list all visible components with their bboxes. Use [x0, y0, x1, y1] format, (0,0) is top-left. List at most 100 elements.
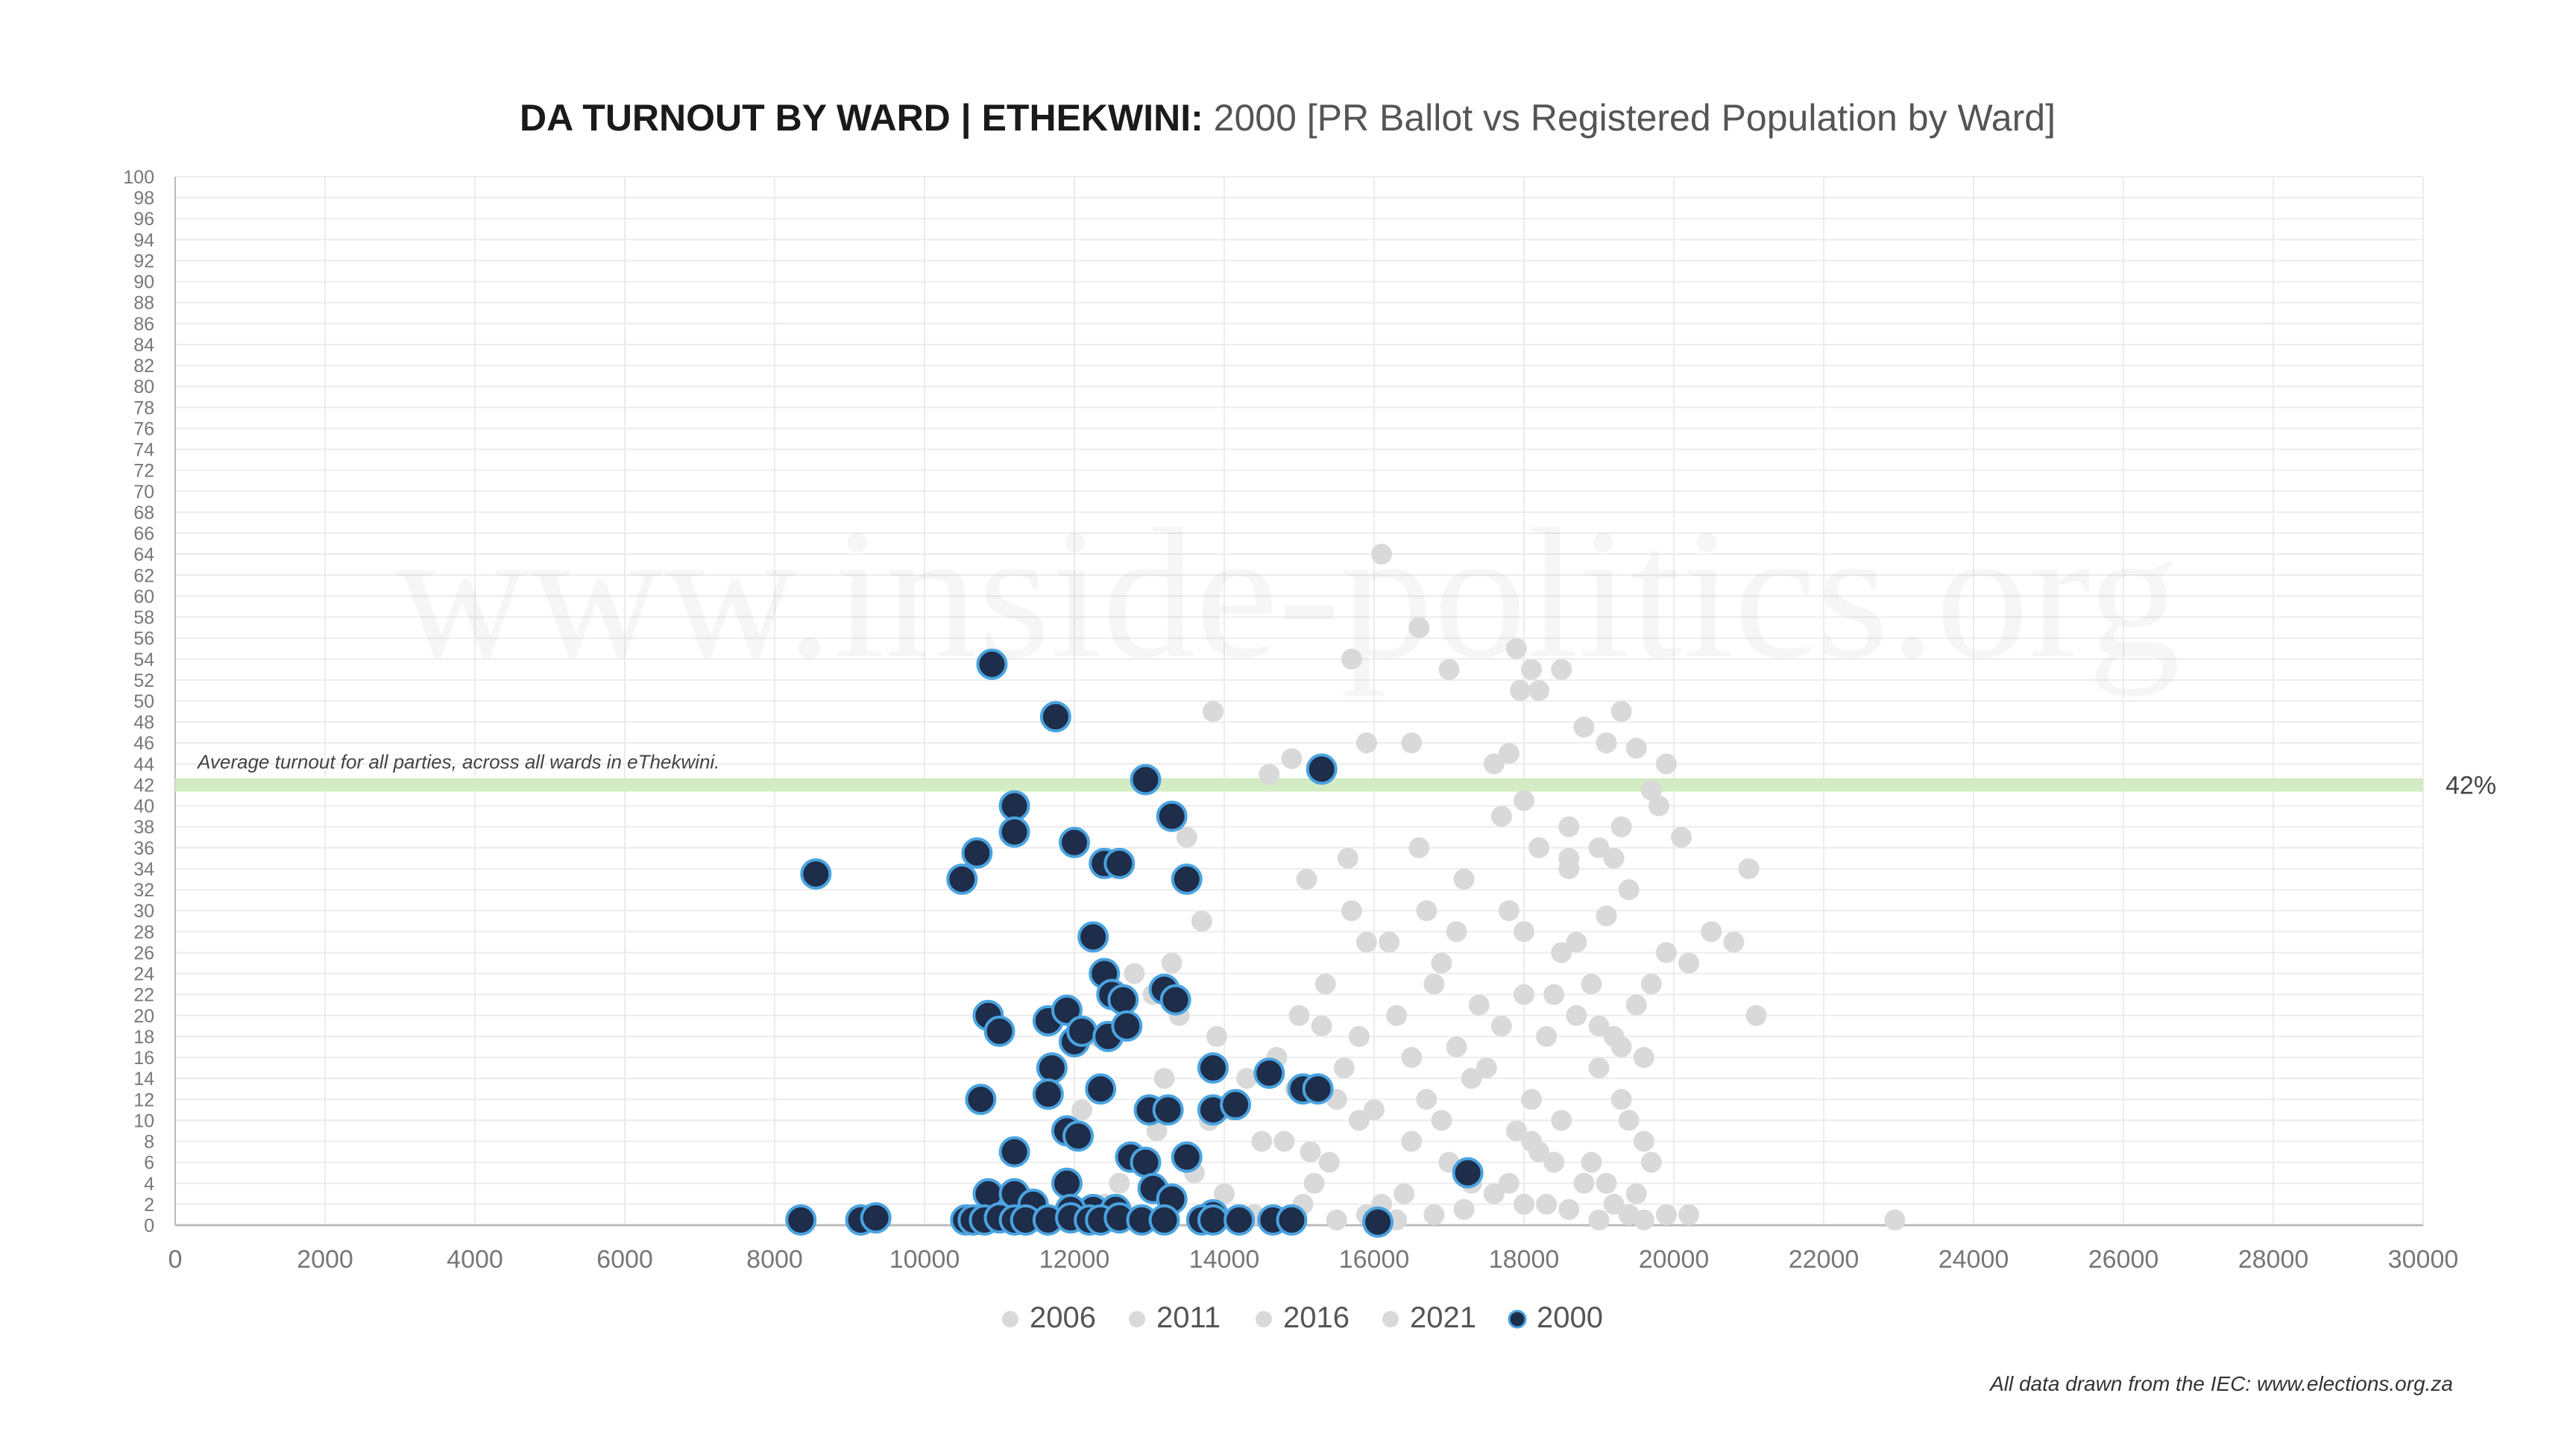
- y-tick-label: 22: [133, 985, 154, 1006]
- y-tick-label: 60: [133, 586, 154, 607]
- point-2006: [1236, 1068, 1258, 1089]
- point-2021: [1505, 1120, 1527, 1142]
- point-2000: [860, 1202, 892, 1234]
- point-2021: [1581, 1151, 1602, 1173]
- point-2000: [1051, 994, 1083, 1026]
- point-2006: [1124, 963, 1145, 984]
- legend-marker: [1382, 1311, 1399, 1327]
- point-2021: [1566, 931, 1587, 953]
- point-2021: [1625, 994, 1647, 1016]
- point-2000: [983, 1015, 1015, 1047]
- point-2021: [1536, 1025, 1558, 1047]
- point-2021: [1603, 847, 1625, 869]
- y-tick-label: 82: [133, 356, 154, 377]
- point-2021: [1588, 837, 1610, 858]
- y-tick-label: 98: [133, 188, 154, 209]
- point-2016: [1341, 648, 1362, 670]
- legend-label: 2016: [1283, 1301, 1350, 1334]
- point-2016: [1423, 973, 1445, 995]
- y-tick-label: 100: [123, 167, 154, 188]
- point-2011: [1355, 931, 1377, 953]
- y-tick-label: 50: [133, 691, 154, 712]
- point-2021: [1528, 837, 1550, 858]
- legend-marker: [1256, 1311, 1272, 1327]
- average-turnout-line: 42% Average turnout for all parties, acro…: [175, 750, 2496, 799]
- point-2021: [1610, 1036, 1632, 1057]
- y-tick-label: 90: [133, 272, 154, 293]
- x-tick-labels: 0 2000 4000 6000 8000 10000 12000 14000 16000 180…: [169, 1245, 2459, 1274]
- point-2000: [1220, 1089, 1252, 1121]
- point-2000: [1062, 1120, 1095, 1152]
- point-2021: [1551, 942, 1572, 963]
- y-tick-label: 30: [133, 901, 154, 922]
- point-2016: [1431, 1110, 1452, 1131]
- point-2021: [1701, 921, 1722, 943]
- point-2021: [1596, 905, 1617, 927]
- point-2021: [1745, 1004, 1767, 1026]
- point-2000: [1077, 921, 1109, 953]
- y-tick-label: 74: [133, 440, 154, 461]
- legend-item-2006: 2006: [1002, 1301, 1096, 1334]
- point-2021: [1528, 679, 1550, 701]
- legend-marker: [1508, 1309, 1527, 1329]
- point-2000: [998, 790, 1030, 822]
- point-2021: [1618, 879, 1640, 901]
- y-tick-label: 32: [133, 880, 154, 901]
- point-2021: [1610, 816, 1632, 837]
- y-tick-label: 94: [133, 230, 154, 251]
- point-2016: [1416, 900, 1437, 922]
- x-tick-label: 4000: [447, 1245, 503, 1274]
- x-tick-label: 0: [169, 1245, 183, 1274]
- y-tick-label: 34: [133, 859, 154, 880]
- point-2021: [1596, 1172, 1617, 1194]
- point-2021: [1633, 1209, 1654, 1230]
- point-2006: [1161, 952, 1182, 974]
- x-tick-label: 6000: [596, 1245, 653, 1274]
- x-tick-label: 16000: [1339, 1245, 1410, 1274]
- point-2006: [1251, 1131, 1273, 1152]
- point-2021: [1596, 732, 1617, 754]
- x-tick-label: 24000: [1939, 1245, 2009, 1274]
- point-2006: [1191, 911, 1212, 932]
- y-tick-label: 14: [133, 1069, 154, 1089]
- point-2006: [1153, 1068, 1175, 1089]
- point-2021: [1625, 1183, 1647, 1204]
- point-2021: [1521, 1089, 1543, 1110]
- point-2011: [1348, 1025, 1370, 1047]
- y-tick-label: 48: [133, 712, 154, 733]
- point-2016: [1423, 1204, 1445, 1225]
- x-tick-label: 14000: [1189, 1245, 1260, 1274]
- point-2021: [1514, 790, 1534, 811]
- point-2021: [1618, 1110, 1640, 1131]
- point-2021: [1536, 1193, 1558, 1215]
- y-tick-label: 26: [133, 943, 154, 963]
- point-2011: [1314, 973, 1336, 995]
- point-2021: [1566, 1004, 1587, 1026]
- point-2021: [1648, 795, 1669, 817]
- point-2011: [1348, 1110, 1370, 1131]
- point-2021: [1573, 717, 1595, 738]
- point-2000: [800, 858, 832, 890]
- legend-marker: [1002, 1311, 1018, 1327]
- y-tick-label: 0: [144, 1216, 154, 1236]
- point-2016: [1401, 1131, 1423, 1152]
- x-tick-label: 20000: [1639, 1245, 1710, 1274]
- y-tick-label: 72: [133, 461, 154, 482]
- point-2021: [1633, 1047, 1654, 1069]
- x-tick-label: 28000: [2238, 1245, 2309, 1274]
- point-2021: [1573, 1172, 1595, 1194]
- point-2021: [1543, 984, 1565, 1005]
- legend-label: 2011: [1156, 1301, 1221, 1334]
- point-2021: [1558, 816, 1580, 837]
- point-2016: [1379, 931, 1400, 953]
- point-2000: [1148, 1204, 1180, 1236]
- point-2000: [1276, 1204, 1308, 1236]
- legend: 2006 2011 2016 2021 2000: [1002, 1301, 1603, 1334]
- point-2000: [998, 816, 1030, 848]
- point-2000: [785, 1204, 817, 1236]
- point-2021: [1476, 1057, 1497, 1079]
- point-2000: [1171, 1141, 1203, 1173]
- point-2021: [1581, 973, 1602, 995]
- x-tick-label: 12000: [1039, 1245, 1110, 1274]
- point-2021: [1678, 1204, 1700, 1225]
